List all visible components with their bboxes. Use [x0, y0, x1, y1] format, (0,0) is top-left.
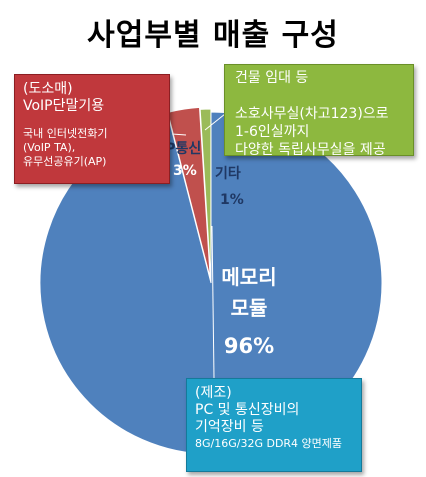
- callout-line: 다양한 독립사무실을 제공: [235, 141, 403, 159]
- slice-value-memory-module: 96%: [214, 334, 284, 358]
- callout-line: 8G/16G/32G DDR4 양면제품: [195, 436, 353, 451]
- callout-line: 기억장비 등: [195, 419, 353, 436]
- callout-line: 건물 임대 등: [235, 69, 403, 87]
- callout-line: 1-6인실까지: [235, 123, 403, 141]
- slice-label-other: 기타: [215, 163, 241, 183]
- callout-line: (VoIP TA),: [23, 141, 161, 155]
- callout-line: (도소매): [23, 81, 161, 98]
- callout-line: 소호사무실(차고123)으로: [235, 105, 403, 123]
- slice-label-line: 메모리: [208, 262, 290, 293]
- callout-line: [235, 87, 403, 105]
- callout-line: VoIP단말기용: [23, 98, 161, 115]
- slice-value-ip-telecom: 3%: [173, 163, 197, 179]
- callout-building-lease: 건물 임대 등 소호사무실(차고123)으로 1-6인실까지 다양한 독립사무실…: [224, 64, 414, 156]
- slice-label-line: 모듈: [208, 293, 290, 324]
- callout-manufacture: (제조) PC 및 통신장비의 기억장비 등 8G/16G/32G DDR4 양…: [186, 378, 362, 472]
- callout-distribution: (도소매) VoIP단말기용 국내 인터넷전화기 (VoIP TA), 유무선공…: [14, 74, 170, 184]
- slice-label-memory-module: 메모리 모듈: [208, 262, 290, 324]
- slice-value-other: 1%: [220, 192, 244, 208]
- callout-line: 유무선공유기(AP): [23, 155, 161, 169]
- callout-line: 국내 인터넷전화기: [23, 127, 161, 141]
- callout-line: (제조): [195, 385, 353, 402]
- callout-line: PC 및 통신장비의: [195, 402, 353, 419]
